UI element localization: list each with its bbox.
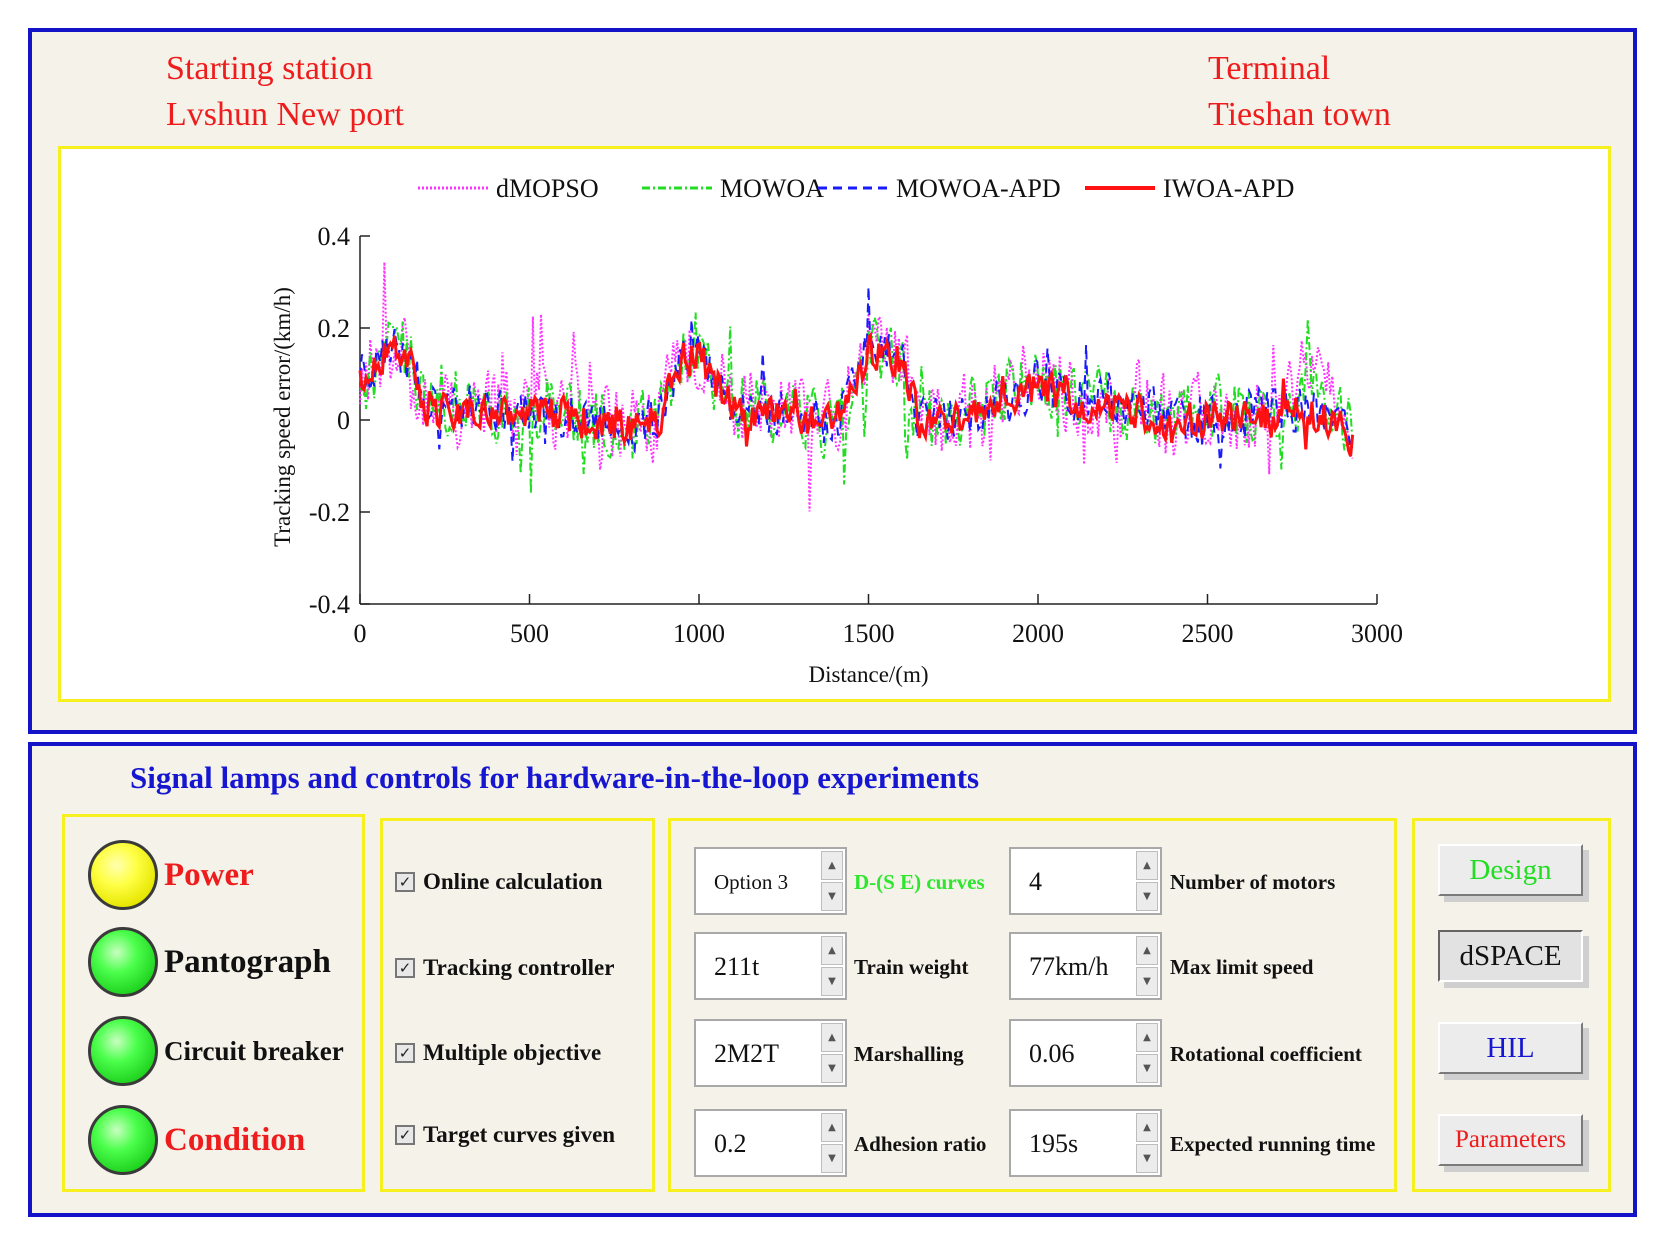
x-tick-label: 3000	[1351, 619, 1403, 648]
expected-running-time-label: Expected running time	[1170, 1132, 1376, 1156]
legend-label-iwoa-apd: IWOA-APD	[1163, 174, 1294, 203]
spinner-up-icon[interactable]: ▲	[1136, 1023, 1158, 1052]
checkbox-target-curves-given[interactable]: ✓ Target curves given	[395, 1120, 615, 1150]
lamp-label-circuit-breaker: Circuit breaker	[164, 1035, 344, 1066]
max-limit-speed-label: Max limit speed	[1170, 955, 1314, 979]
spinner-down-icon[interactable]: ▼	[821, 1144, 843, 1173]
expected-running-time-spinner[interactable]: 195s ▲ ▼	[1009, 1109, 1162, 1177]
train-weight-label: Train weight	[854, 955, 969, 979]
start-station-name: Lvshun New port	[166, 96, 404, 133]
legend-label-dmopso: dMOPSO	[496, 174, 599, 203]
spinner-value[interactable]: 195s	[1029, 1129, 1079, 1158]
x-tick-label: 1000	[673, 619, 725, 648]
checkbox-checked-icon[interactable]: ✓	[395, 1125, 415, 1145]
adhesion-ratio-label: Adhesion ratio	[854, 1132, 987, 1156]
d-se-curves-spinner[interactable]: Option 3 ▲ ▼	[694, 847, 847, 915]
checkbox-label: Target curves given	[423, 1122, 616, 1147]
x-axis-label: Distance/(m)	[808, 662, 928, 687]
adhesion-ratio-spinner[interactable]: 0.2 ▲ ▼	[694, 1109, 847, 1177]
checkbox-group	[380, 818, 655, 1192]
spinner-value[interactable]: 0.2	[714, 1129, 747, 1158]
spinner-up-icon[interactable]: ▲	[1136, 851, 1158, 880]
power-lamp-icon	[88, 840, 158, 910]
marshalling-label: Marshalling	[854, 1042, 964, 1066]
lamp-circuit-breaker: Circuit breaker	[88, 1015, 344, 1087]
tracking-error-chart: 0 500 1000 1500 2000 2500 3000 0.4 0.2 0 -0.2 -0.4 D…	[270, 174, 1403, 687]
y-tick-label: -0.4	[309, 590, 350, 619]
spinner-up-icon[interactable]: ▲	[821, 936, 843, 965]
series-line-mowoa-apd	[359, 286, 1354, 469]
checkbox-multiple-objective[interactable]: ✓ Multiple objective	[395, 1038, 601, 1068]
legend-label-mowoa-apd: MOWOA-APD	[896, 174, 1061, 203]
lamp-label-power: Power	[164, 856, 254, 893]
spinner-value[interactable]: Option 3	[714, 870, 789, 894]
marshalling-spinner[interactable]: 2M2T ▲ ▼	[694, 1019, 847, 1087]
design-button[interactable]: Design	[1438, 844, 1583, 896]
spinner-value[interactable]: 2M2T	[714, 1039, 779, 1068]
checkbox-checked-icon[interactable]: ✓	[395, 958, 415, 978]
d-se-curves-label: D-(S E) curves	[854, 870, 985, 894]
y-tick-label: 0.2	[318, 314, 351, 343]
rotational-coefficient-spinner[interactable]: 0.06 ▲ ▼	[1009, 1019, 1162, 1087]
terminal-label: Terminal	[1208, 50, 1331, 87]
spinner-down-icon[interactable]: ▼	[1136, 967, 1158, 996]
checkbox-online-calculation[interactable]: ✓ Online calculation	[395, 867, 603, 897]
hil-button[interactable]: HIL	[1438, 1022, 1583, 1074]
train-weight-spinner[interactable]: 211t ▲ ▼	[694, 932, 847, 1000]
spinner-down-icon[interactable]: ▼	[821, 1054, 843, 1083]
spinner-value[interactable]: 0.06	[1029, 1039, 1075, 1068]
condition-lamp-icon	[88, 1105, 158, 1175]
dspace-button[interactable]: dSPACE	[1438, 930, 1583, 982]
terminal-name: Tieshan town	[1208, 96, 1391, 133]
spinner-down-icon[interactable]: ▼	[1136, 882, 1158, 911]
checkbox-label: Tracking controller	[423, 955, 615, 980]
pantograph-lamp-icon	[88, 927, 158, 997]
checkbox-label: Online calculation	[423, 869, 603, 894]
series-line-iwoa-apd	[358, 331, 1355, 457]
max-limit-speed-spinner[interactable]: 77km/h ▲ ▼	[1009, 932, 1162, 1000]
lamp-condition: Condition	[88, 1104, 305, 1176]
spinner-value[interactable]: 4	[1029, 867, 1042, 896]
spinner-down-icon[interactable]: ▼	[1136, 1144, 1158, 1173]
series-line-mowoa	[359, 312, 1354, 494]
checkbox-label: Multiple objective	[423, 1040, 602, 1065]
spinner-down-icon[interactable]: ▼	[821, 882, 843, 911]
x-tick-label: 500	[510, 619, 549, 648]
y-axis-label: Tracking speed error/(km/h)	[270, 287, 295, 547]
checkbox-tracking-controller[interactable]: ✓ Tracking controller	[395, 953, 614, 983]
number-of-motors-label: Number of motors	[1170, 870, 1336, 894]
spinner-value[interactable]: 211t	[714, 952, 760, 981]
spinner-down-icon[interactable]: ▼	[821, 967, 843, 996]
checkbox-checked-icon[interactable]: ✓	[395, 1043, 415, 1063]
spinner-up-icon[interactable]: ▲	[1136, 936, 1158, 965]
spinner-up-icon[interactable]: ▲	[1136, 1113, 1158, 1142]
controls-section-title: Signal lamps and controls for hardware-i…	[130, 760, 980, 795]
circuit-breaker-lamp-icon	[88, 1016, 158, 1086]
number-of-motors-spinner[interactable]: 4 ▲ ▼	[1009, 847, 1162, 915]
lamp-label-pantograph: Pantograph	[164, 943, 331, 980]
x-tick-label: 2500	[1182, 619, 1234, 648]
checkbox-checked-icon[interactable]: ✓	[395, 872, 415, 892]
spinner-up-icon[interactable]: ▲	[821, 1023, 843, 1052]
rotational-coefficient-label: Rotational coefficient	[1170, 1042, 1362, 1066]
x-tick-label: 2000	[1012, 619, 1064, 648]
y-tick-label: 0	[337, 406, 350, 435]
spinner-value[interactable]: 77km/h	[1029, 952, 1109, 981]
lamp-pantograph: Pantograph	[88, 926, 331, 998]
legend-label-mowoa: MOWOA	[720, 174, 824, 203]
y-tick-label: -0.2	[309, 498, 350, 527]
y-tick-label: 0.4	[318, 222, 351, 251]
x-tick-label: 1500	[843, 619, 895, 648]
lamp-power: Power	[88, 839, 254, 911]
start-station-label: Starting station	[166, 50, 373, 87]
spinner-up-icon[interactable]: ▲	[821, 1113, 843, 1142]
spinner-up-icon[interactable]: ▲	[821, 851, 843, 880]
lamp-label-condition: Condition	[164, 1121, 306, 1158]
parameters-button[interactable]: Parameters	[1438, 1114, 1583, 1166]
spinner-down-icon[interactable]: ▼	[1136, 1054, 1158, 1083]
x-tick-label: 0	[354, 619, 367, 648]
